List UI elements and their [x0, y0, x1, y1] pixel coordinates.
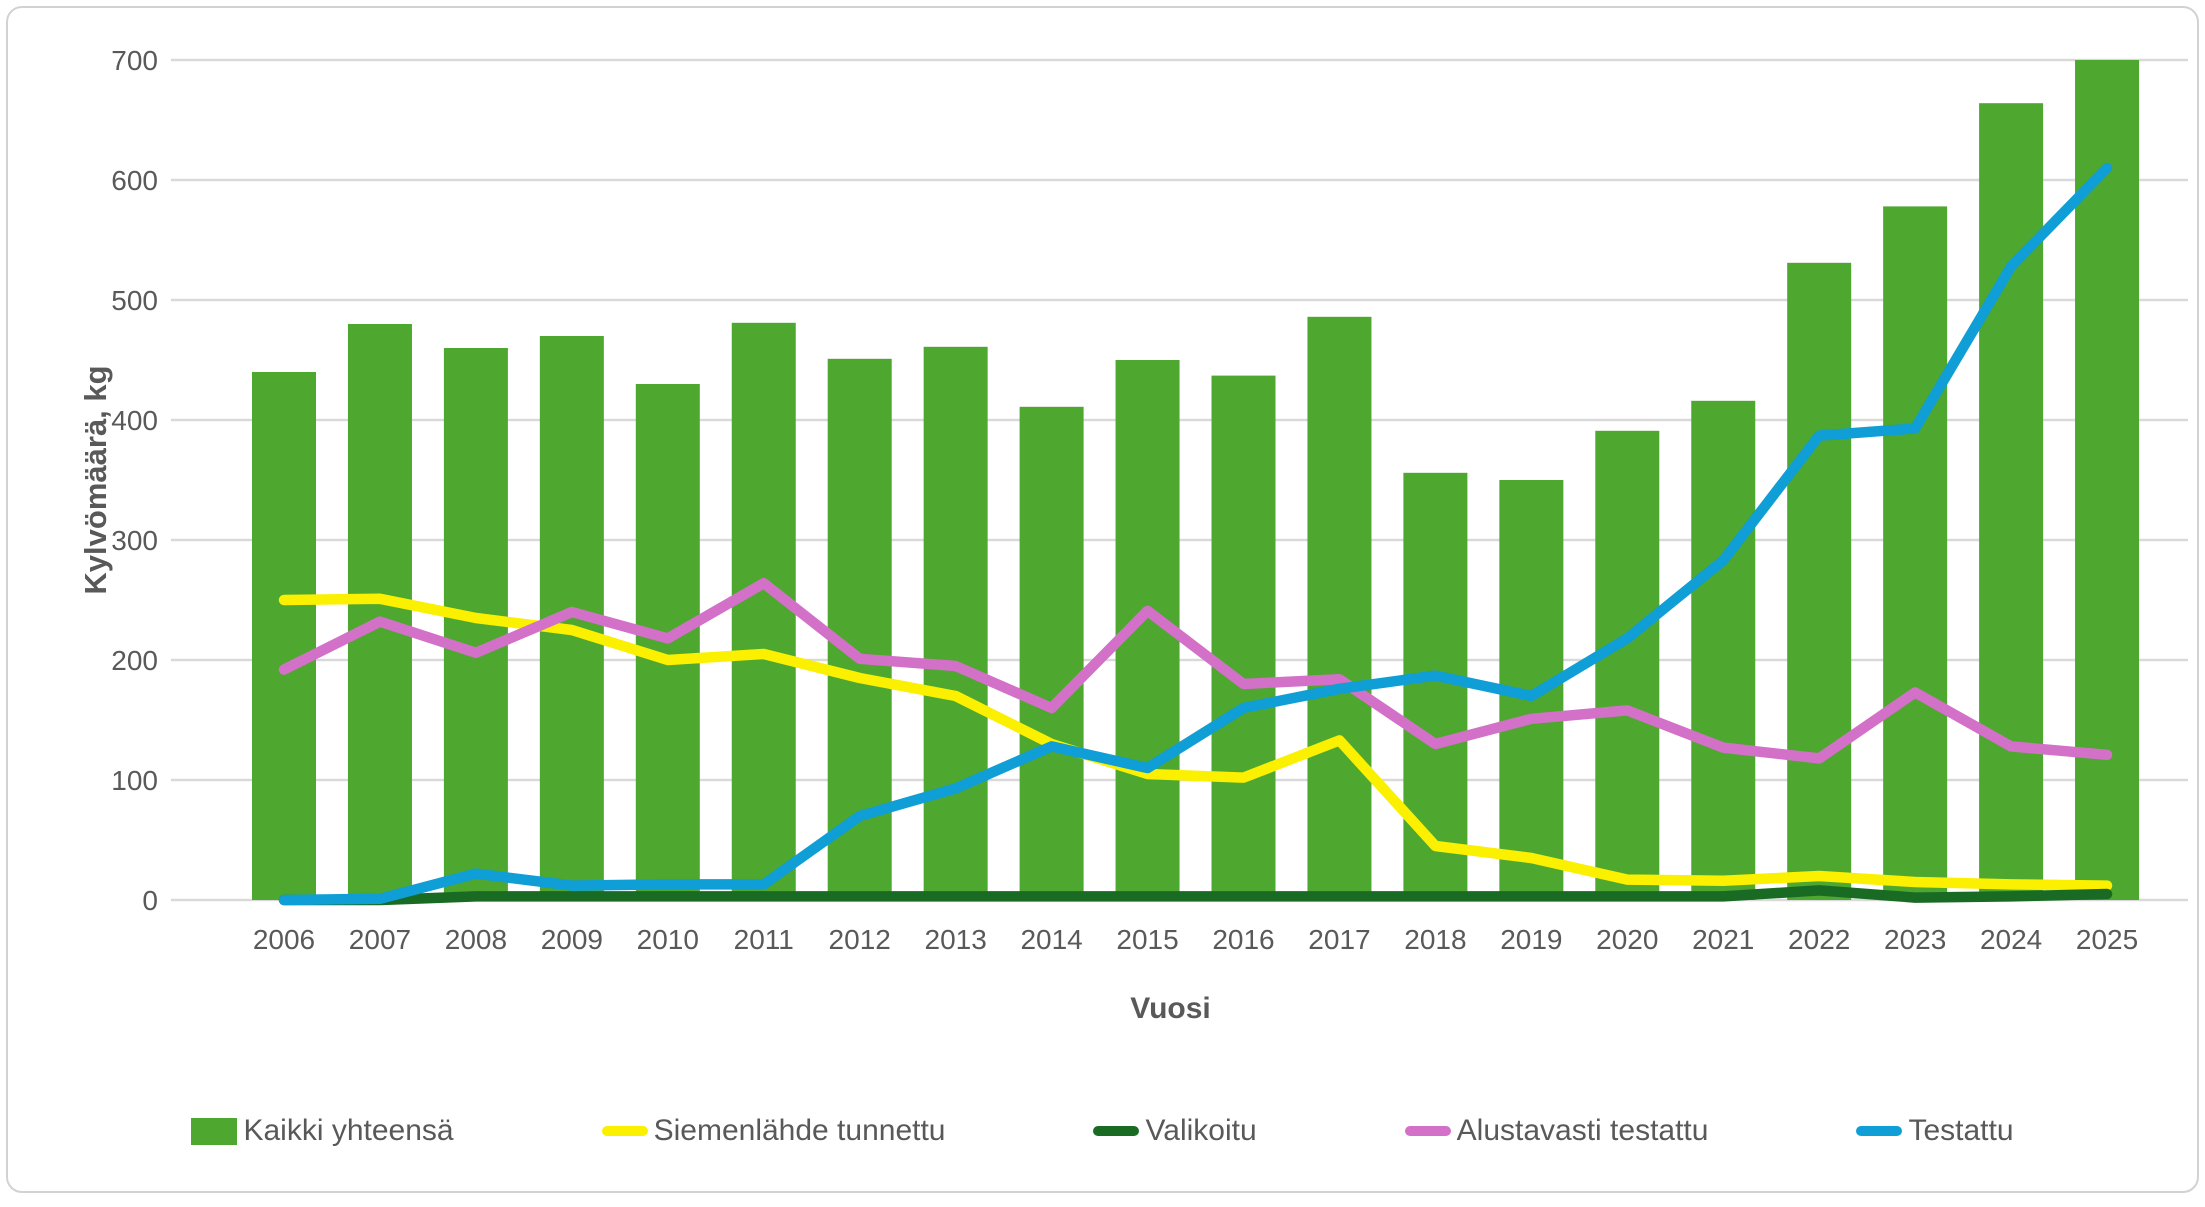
x-label-2025: 2025: [2076, 924, 2138, 955]
bar-2014[interactable]: [1019, 406, 1084, 900]
bar-2016[interactable]: [1211, 375, 1276, 901]
legend-swatch-kaikki-yhteensa: [191, 1117, 238, 1145]
bar-2007[interactable]: [347, 324, 412, 900]
legend-swatch-siemenlahde-tunnettu: [601, 1126, 648, 1136]
x-label-2024: 2024: [1980, 924, 2042, 955]
x-label-2021: 2021: [1692, 924, 1754, 955]
legend: Kaikki yhteensä Siemenlähde tunnettu Valik…: [8, 1114, 2197, 1148]
legend-item-valikoitu[interactable]: Valikoitu: [1093, 1114, 1257, 1148]
bar-2024[interactable]: [1979, 103, 2044, 900]
x-label-2023: 2023: [1884, 924, 1946, 955]
x-label-2022: 2022: [1788, 924, 1850, 955]
plot-area: 0 100 200 300 400 500 600 700 2006 2007 2008 2009 20…: [111, 45, 2188, 955]
x-label-2014: 2014: [1020, 924, 1082, 955]
bar-2023[interactable]: [1883, 206, 1948, 900]
legend-swatch-alustavasti-testattu: [1404, 1126, 1451, 1136]
bar-2018[interactable]: [1403, 472, 1468, 900]
legend-swatch-testattu: [1856, 1126, 1903, 1136]
y-tick-600: 600: [111, 165, 158, 196]
x-label-2010: 2010: [637, 924, 699, 955]
line-testattu[interactable]: [278, 162, 2113, 906]
x-label-2011: 2011: [734, 924, 794, 955]
x-label-2019: 2019: [1500, 924, 1562, 955]
legend-swatch-valikoitu: [1093, 1126, 1140, 1136]
legend-item-testattu[interactable]: Testattu: [1856, 1114, 2014, 1148]
y-tick-100: 100: [111, 765, 158, 796]
x-label-2016: 2016: [1212, 924, 1274, 955]
y-tick-200: 200: [111, 645, 158, 676]
legend-item-siemenlahde-tunnettu[interactable]: Siemenlähde tunnettu: [601, 1114, 946, 1148]
line-siemenlahde-tunnettu[interactable]: [278, 593, 2113, 891]
x-label-2015: 2015: [1116, 924, 1178, 955]
legend-label-testattu: Testattu: [1908, 1114, 2014, 1147]
legend-label-siemenlahde-tunnettu: Siemenlähde tunnettu: [653, 1114, 946, 1147]
bar-2011[interactable]: [731, 322, 796, 900]
y-tick-500: 500: [111, 285, 158, 316]
legend-label-alustavasti-testattu: Alustavasti testattu: [1456, 1114, 1709, 1147]
bar-2021[interactable]: [1691, 400, 1756, 900]
bar-2022[interactable]: [1787, 262, 1852, 900]
legend-item-alustavasti-testattu[interactable]: Alustavasti testattu: [1404, 1114, 1709, 1148]
bar-2013[interactable]: [923, 346, 988, 900]
x-label-2008: 2008: [445, 924, 507, 955]
x-axis-title: Vuosi: [1130, 992, 1211, 1025]
x-label-2020: 2020: [1596, 924, 1658, 955]
y-tick-300: 300: [111, 525, 158, 556]
x-label-2009: 2009: [541, 924, 603, 955]
bar-2020[interactable]: [1595, 430, 1660, 900]
bar-2006[interactable]: [252, 372, 316, 900]
bar-2017[interactable]: [1307, 316, 1372, 900]
legend-label-kaikki-yhteensa: Kaikki yhteensä: [243, 1114, 454, 1147]
y-tick-700: 700: [111, 45, 158, 76]
line-alustavasti-testattu[interactable]: [278, 577, 2113, 764]
y-tick-400: 400: [111, 405, 158, 436]
chart-frame: 0 100 200 300 400 500 600 700 2006 2007 2008 2009 20…: [6, 6, 2199, 1193]
x-label-2007: 2007: [349, 924, 411, 955]
x-label-2006: 2006: [253, 924, 315, 955]
line-valikoitu[interactable]: [278, 885, 2113, 906]
x-label-2013: 2013: [925, 924, 987, 955]
x-label-2017: 2017: [1308, 924, 1370, 955]
y-tick-0: 0: [142, 885, 158, 916]
legend-label-valikoitu: Valikoitu: [1145, 1114, 1257, 1147]
x-label-2018: 2018: [1404, 924, 1466, 955]
y-axis-title: Kylvömäärä, kg: [78, 365, 113, 595]
legend-item-kaikki-yhteensa[interactable]: Kaikki yhteensä: [191, 1114, 454, 1148]
x-label-2012: 2012: [829, 924, 891, 955]
